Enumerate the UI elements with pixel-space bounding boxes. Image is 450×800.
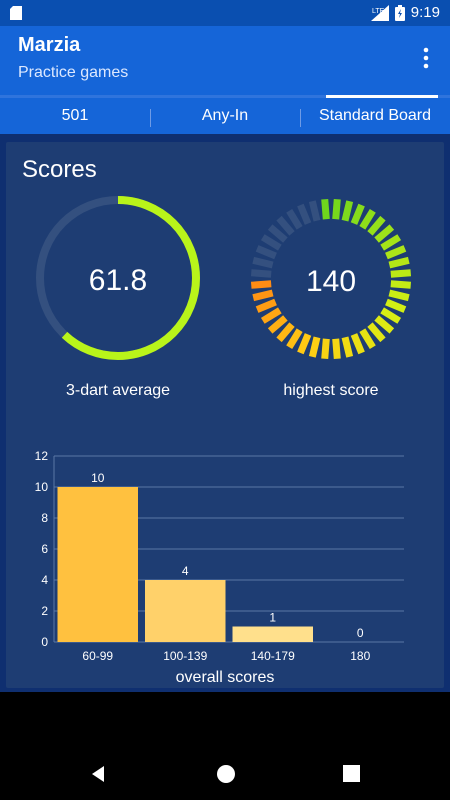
gauge-segment [385,298,407,313]
gauge-segment [286,328,303,350]
battery-icon [394,4,405,21]
app-subtitle: Practice games [18,64,129,81]
highest-score-gauge: 140 [250,198,412,360]
scores-heading: Scores [22,156,97,183]
gauge-segment [374,315,395,334]
chart-y-tick-label: 8 [41,511,48,525]
gauge-segment [388,289,410,302]
chart-bar [232,626,313,642]
gauge-segment [390,280,412,289]
gauge-segment [390,269,412,278]
gauge-segment [350,203,365,225]
highest-value: 140 [306,265,356,298]
game-settings-tabs: 501 Any-In Standard Board [0,98,450,134]
gauge-segment [260,234,282,251]
gauge-segment [341,336,354,358]
gauge-segment [250,280,272,289]
gauge-segment [260,307,282,324]
highest-gauge-segments [250,198,412,360]
gauge-segment [252,256,274,269]
gauge-segment [321,198,330,220]
chart-y-tick-label: 10 [35,480,49,494]
chart-data-label: 1 [269,611,276,625]
gauge-segment [255,298,277,313]
progress-track [0,95,450,98]
network-label: LTE [372,8,385,15]
chart-x-axis-title: overall scores [176,669,275,686]
back-icon[interactable] [88,764,108,784]
chart-data-label: 10 [91,471,105,485]
gauge-segment [267,224,288,243]
gauge-segment [332,198,341,220]
gauge-segment [267,315,288,334]
gauge-segment [341,200,354,222]
gauge-segment [332,338,341,360]
gauge-segment [297,203,312,225]
chart-data-label: 0 [357,626,364,640]
app-title: Marzia [18,34,81,56]
gauge-segment [367,322,386,343]
average-gauge: 61.8 [36,196,200,360]
recents-icon[interactable] [343,765,360,782]
gauge-segment [367,215,386,236]
tab-in-mode[interactable]: Any-In [150,98,300,134]
gauge-segment [380,234,402,251]
chart-x-tick-label: 140-179 [251,649,295,663]
content-area: Scores 61.8 3-dart average 140 highest s… [0,134,450,692]
chart-data-label: 4 [182,564,189,578]
chart-bar [145,580,226,642]
tab-label: 501 [61,107,89,124]
chart-x-tick-label: 180 [350,649,370,663]
average-value: 61.8 [89,264,147,297]
clock: 9:19 [410,4,440,21]
gauge-segment [385,245,407,260]
scores-card: Scores 61.8 3-dart average 140 highest s… [6,142,444,688]
gauge-segment [276,215,295,236]
gauge-segment [308,336,321,358]
average-label: 3-dart average [65,382,171,399]
average-gauge-arc [36,196,200,360]
chart-y-tick-label: 6 [41,542,48,556]
highest-label: highest score [283,382,379,399]
chart-y-tick-label: 2 [41,604,48,618]
gauge-segment [359,208,376,230]
sd-card-icon [10,6,22,20]
system-navigation-bar [0,692,450,800]
home-icon[interactable] [216,764,236,784]
chart-y-tick-label: 0 [41,635,48,649]
gauge-segment [250,269,272,278]
gauge-segment [255,245,277,260]
signal-icon: LTE [370,4,389,21]
chart-x-tick-label: 60-99 [82,649,113,663]
tab-label: Any-In [201,107,249,124]
chart-bar [57,487,138,642]
gauge-segment [374,224,395,243]
gauge-segment [388,256,410,269]
tab-board[interactable]: Standard Board [300,98,450,134]
chart-x-tick-label: 100-139 [163,649,207,663]
tab-game-type[interactable]: 501 [0,98,150,134]
gauge-segment [297,333,312,355]
gauge-segment [308,200,321,222]
more-vert-icon[interactable] [416,46,436,70]
progress-fill [325,95,438,98]
chart-y-tick-label: 4 [41,573,48,587]
status-icons: LTE 9:19 [370,4,440,21]
chart-x-axis: 60-99 100-139 140-179 180 [82,649,370,663]
chart-y-axis: 0 2 4 6 8 10 12 [35,449,49,649]
gauge-segment [286,208,303,230]
app-bar: Marzia Practice games [0,26,450,88]
status-bar: LTE 9:19 [0,0,450,26]
gauge-segment [252,289,274,302]
gauge-segment [380,307,402,324]
gauge-segment [321,338,330,360]
chart-y-tick-label: 12 [35,449,49,463]
page-progress [0,88,450,98]
gauge-segment [350,333,365,355]
gauge-segment [359,328,376,350]
gauge-segment [276,322,295,343]
tab-label: Standard Board [318,107,432,124]
